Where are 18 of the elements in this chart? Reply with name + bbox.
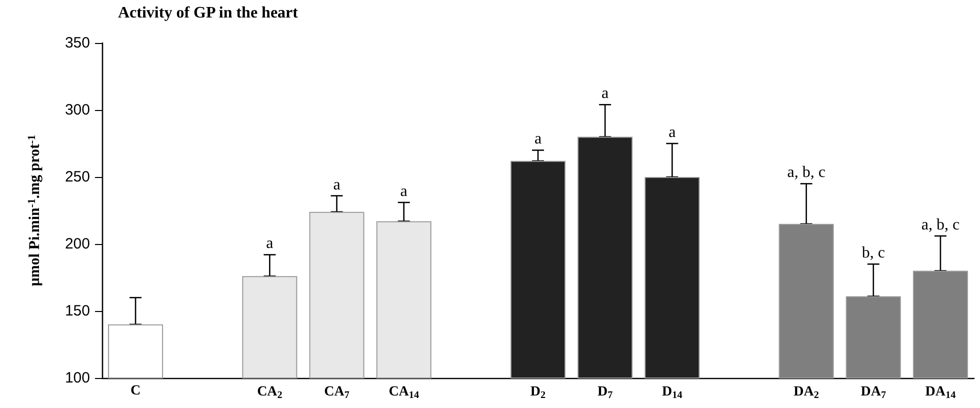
x-tick-label: C <box>130 384 141 398</box>
data-label: a <box>534 130 542 148</box>
y-tick-label: 250 <box>64 168 90 186</box>
y-tick-label: 350 <box>64 34 90 52</box>
data-label: a <box>400 182 408 200</box>
data-label: b, c <box>862 244 885 262</box>
data-label: a <box>602 85 609 102</box>
y-tick-label: 150 <box>64 302 90 320</box>
y-tick-label: 200 <box>64 236 90 252</box>
data-label: a <box>333 176 340 194</box>
data-label: a <box>668 124 676 141</box>
data-label: a, b, c <box>921 216 960 234</box>
y-tick-label: 100 <box>64 370 90 386</box>
data-label: a <box>266 235 274 252</box>
data-label: a, b, c <box>787 164 826 182</box>
y-axis-title: μmol Pi.min-1.mg prot-1 <box>26 134 44 286</box>
y-tick-label: 300 <box>64 102 90 118</box>
chart-title: Activity of GP in the heart <box>118 4 299 22</box>
